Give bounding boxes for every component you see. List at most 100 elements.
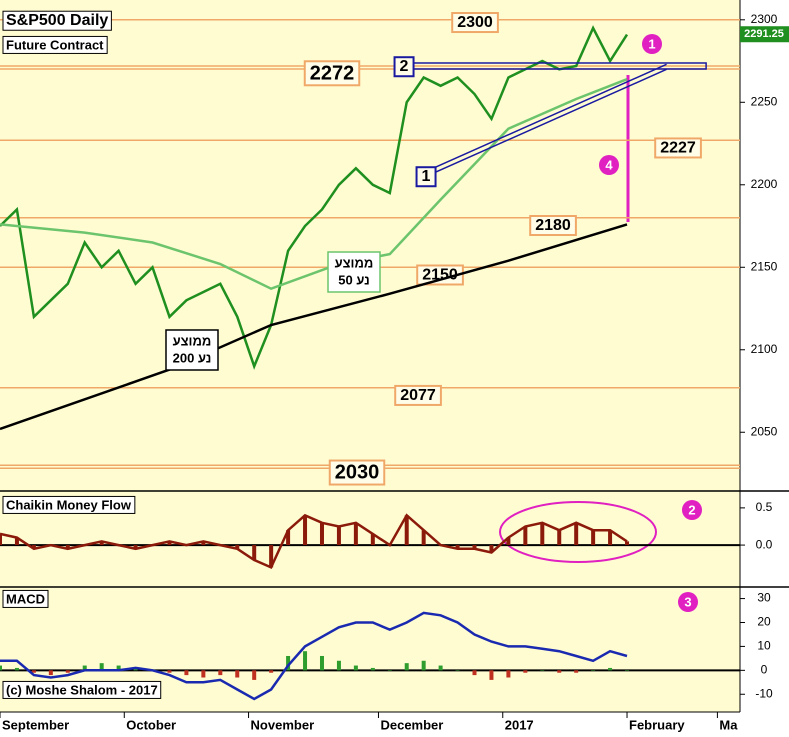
y-tick-label: 2250 [751, 94, 778, 108]
y-tick-label: -10 [755, 686, 773, 700]
bar [303, 651, 308, 671]
bar [370, 667, 375, 671]
bar [201, 541, 206, 546]
last-price-label: 2291.25 [744, 28, 784, 40]
axis-background [740, 0, 789, 737]
annotation-label: 2 [400, 58, 409, 75]
annotation-box [303, 60, 361, 87]
plot-background [0, 0, 740, 712]
annotation-box [394, 384, 442, 406]
bar [421, 660, 426, 671]
ma-label: ממוצע [173, 333, 212, 348]
bar [608, 530, 613, 546]
title-box [2, 680, 162, 699]
bar [184, 670, 189, 676]
series-line [0, 513, 628, 570]
x-tick-label: December [380, 717, 443, 732]
y-tick-label: 30 [757, 591, 771, 605]
bar [235, 670, 240, 678]
annotation-label: 2030 [335, 462, 380, 484]
bar [472, 545, 477, 549]
bar [269, 545, 274, 568]
bar [557, 670, 562, 673]
annotation-label: 1 [422, 168, 431, 185]
annotation-box [654, 137, 702, 159]
title-box [2, 589, 49, 608]
title-box [2, 35, 108, 54]
bar [523, 670, 528, 673]
y-tick-label: 20 [757, 615, 771, 629]
marker-circle [678, 592, 698, 612]
annotation-box [529, 214, 577, 237]
y-tick-label: 2300 [751, 12, 778, 26]
bar [608, 667, 613, 671]
series-line [0, 611, 628, 701]
bar [99, 541, 104, 546]
x-tick-label: February [629, 717, 685, 732]
bar [82, 665, 87, 671]
bar [0, 533, 2, 546]
title-box [2, 495, 136, 514]
marker-label: 4 [605, 157, 613, 172]
bar [14, 667, 19, 671]
bar [353, 522, 358, 546]
bar [506, 537, 511, 546]
bar [252, 545, 257, 560]
bar [489, 670, 494, 680]
y-tick-label: 0.5 [756, 500, 773, 514]
bar [421, 530, 426, 546]
chart-title: S&P500 Daily [6, 12, 108, 29]
annotation-box [451, 12, 499, 34]
y-tick-label: 2100 [751, 342, 778, 356]
bar [0, 665, 2, 671]
bar [252, 670, 257, 680]
bar [65, 545, 70, 549]
bar [506, 670, 511, 678]
bar [540, 522, 545, 546]
annotation-box [415, 166, 437, 188]
annotation-box [328, 459, 386, 486]
chart-subtitle: Future Contract [6, 37, 104, 52]
bar [438, 665, 443, 671]
annotation-label: 2300 [457, 14, 493, 31]
bar [540, 670, 545, 671]
x-tick-label: October [126, 717, 176, 732]
panel-title: (c) Moshe Shalom - 2017 [6, 682, 158, 697]
bar [14, 537, 19, 546]
bar [353, 665, 358, 671]
bar [319, 522, 324, 546]
bar [133, 545, 138, 549]
ma-label-box [327, 251, 381, 293]
marker-circle [642, 34, 662, 54]
bar [65, 670, 70, 673]
bar [31, 545, 36, 549]
annotation-label: 2180 [535, 217, 571, 234]
annotation-box [416, 264, 464, 286]
ma-label-box [165, 329, 219, 371]
y-tick-label: 2050 [751, 424, 778, 438]
bar [201, 670, 206, 678]
series-line [0, 25, 629, 370]
bar [557, 530, 562, 546]
annotation-label: 2077 [400, 387, 436, 404]
ma-label: נע 50 [338, 272, 369, 287]
annotation-label: 2150 [422, 266, 458, 283]
panel-title: Chaikin Money Flow [6, 497, 132, 512]
bar [336, 526, 341, 546]
bar [286, 530, 291, 546]
panel-title: MACD [6, 591, 45, 606]
marker-label: 2 [688, 502, 695, 517]
trendline [429, 68, 667, 176]
y-tick-label: 2200 [751, 177, 778, 191]
bar [455, 545, 460, 549]
bar [591, 530, 596, 546]
bar [269, 670, 274, 673]
annotation-label: 2272 [310, 62, 355, 84]
bar [455, 670, 460, 671]
x-tick-label: November [251, 717, 315, 732]
annotation-box [393, 56, 415, 78]
highlight-ellipse [499, 501, 657, 563]
y-tick-label: 2150 [751, 259, 778, 273]
